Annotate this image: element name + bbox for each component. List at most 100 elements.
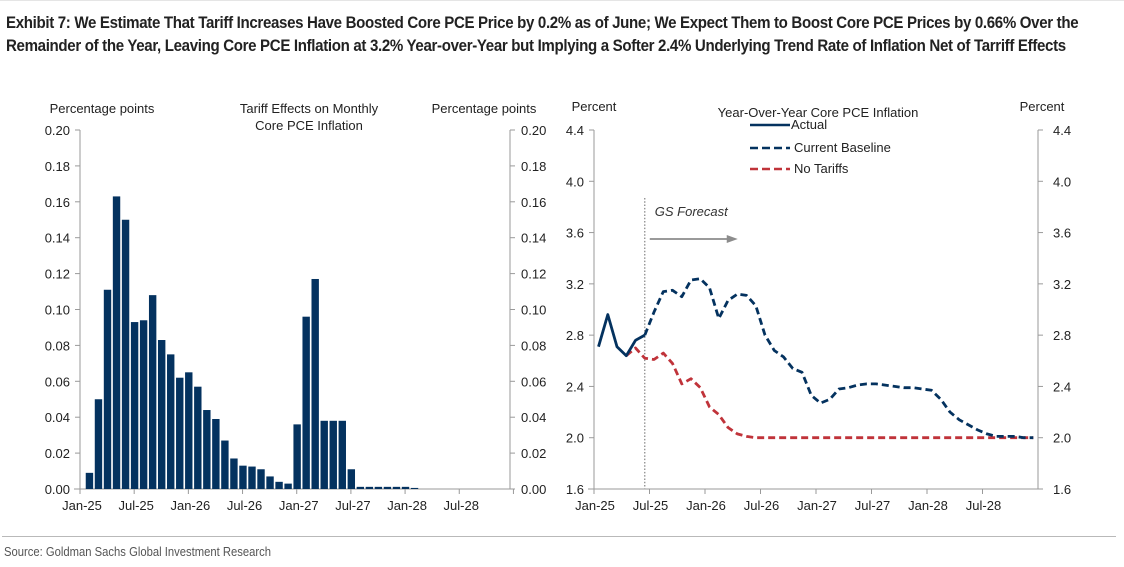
bar-Dec-27 (392, 486, 401, 489)
legend-label-current-baseline: Current Baseline (794, 140, 891, 155)
y-tick-label-left: 0.18 (45, 159, 70, 174)
bar-Oct-27 (374, 486, 383, 489)
x-tick-label: Jan-27 (797, 498, 837, 513)
y-tick-label-left: 0.16 (45, 195, 70, 210)
bar-Jan-27 (293, 424, 301, 489)
bar-Jan-26 (185, 372, 193, 489)
y-tick-label-right: 3.2 (1053, 277, 1071, 292)
bar-Feb-28 (410, 487, 419, 489)
bar-Jun-26 (230, 458, 238, 489)
left-chart-x-axis: Jan-25 Jul-25 Jan-26 Jul-26 Jan-27 Jul-27 Jan-… (62, 488, 514, 513)
bar-Oct-26 (266, 476, 274, 489)
y-tick-label-left: 0.10 (45, 303, 70, 318)
y-tick-label-left: 1.6 (566, 482, 584, 497)
y-tick-label-left: 0.04 (45, 410, 70, 425)
series-line-current-baseline (643, 277, 1034, 440)
bar-Sep-26 (257, 469, 265, 489)
x-tick-label: Jul-27 (335, 498, 370, 513)
y-tick-label-right: 0.04 (521, 410, 546, 425)
y-tick-label-right: 2.0 (1053, 431, 1071, 446)
y-tick-label-left: 0.00 (45, 482, 70, 497)
y-tick-label-left: 2.8 (566, 328, 584, 343)
right-chart-y-axis-right: 1.6 2.0 2.4 2.8 3.2 3.6 4.0 4.4 (1037, 123, 1071, 497)
bar-Jun-25 (121, 219, 130, 489)
y-tick-label-left: 3.6 (566, 226, 584, 241)
exhibit-title: Exhibit 7: We Estimate That Tariff Incre… (6, 14, 1079, 55)
y-tick-label-right: 0.12 (521, 267, 546, 282)
right-chart-right-axis-label: Percent (1020, 99, 1065, 114)
left-chart-y-axis-left: 0.00 0.02 0.04 0.06 0.08 0.10 0.12 0.14 0.16 0.18… (45, 123, 81, 497)
bar-Nov-27 (383, 486, 392, 489)
bar-Jul-27 (347, 469, 356, 489)
y-tick-label-right: 0.18 (521, 159, 546, 174)
series-line-actual (597, 313, 646, 358)
right-chart-series (597, 277, 1034, 440)
bar-May-27 (329, 420, 337, 489)
y-tick-label-right: 2.4 (1053, 379, 1071, 394)
bar-May-26 (221, 440, 229, 489)
y-tick-label-left: 0.12 (45, 267, 70, 282)
bar-Jun-27 (338, 420, 346, 489)
y-tick-label-left: 0.14 (45, 231, 70, 246)
bar-Sep-27 (365, 486, 374, 489)
y-tick-label-right: 0.00 (521, 482, 546, 497)
y-tick-label-left: 2.4 (566, 379, 584, 394)
bar-Dec-25 (176, 377, 184, 489)
bar-Aug-25 (139, 320, 148, 489)
y-tick-label-right: 3.6 (1053, 226, 1071, 241)
y-tick-label-left: 2.0 (566, 431, 584, 446)
forecast-label: GS Forecast (655, 204, 729, 219)
x-tick-label: Jul-25 (633, 498, 668, 513)
y-tick-label-right: 1.6 (1053, 482, 1071, 497)
bar-Nov-26 (275, 481, 283, 489)
y-tick-label-right: 0.16 (521, 195, 546, 210)
source-divider (2, 536, 1116, 537)
left-chart-y-axis-right: 0.00 0.02 0.04 0.06 0.08 0.10 0.12 0.14 0.16 0.18… (509, 123, 546, 497)
x-tick-label: Jul-27 (855, 498, 890, 513)
x-tick-label: Jul-26 (744, 498, 779, 513)
bar-Jan-28 (401, 486, 410, 489)
bar-Aug-27 (356, 486, 365, 489)
bar-Apr-27 (320, 420, 328, 489)
x-tick-label: Jan-28 (387, 498, 427, 513)
left-chart-title-line1: Tariff Effects on Monthly (240, 101, 379, 116)
bar-Sep-25 (148, 295, 157, 489)
forecast-annotation: GS Forecast (644, 197, 738, 489)
y-tick-label-left: 3.2 (566, 277, 584, 292)
top-rule (0, 0, 1124, 1)
y-tick-label-right: 4.0 (1053, 174, 1071, 189)
left-chart-bars (85, 196, 419, 490)
right-chart-y-axis-left: 1.6 2.0 2.4 2.8 3.2 3.6 4.0 4.4 (566, 123, 595, 497)
right-chart-x-axis: Jan-25 Jul-25 Jan-26 Jul-26 Jan-27 Jul-27 Jan-… (575, 488, 1043, 513)
y-tick-label-left: 0.06 (45, 374, 70, 389)
y-tick-label-right: 0.10 (521, 303, 546, 318)
bar-Dec-26 (284, 483, 292, 489)
right-chart-legend: Actual Current Baseline No Tariffs (750, 117, 891, 176)
bar-Feb-25 (85, 472, 94, 489)
left-chart-left-axis-label: Percentage points (50, 101, 155, 116)
x-tick-label: Jan-25 (62, 498, 102, 513)
y-tick-label-right: 0.08 (521, 338, 546, 353)
x-tick-label: Jul-28 (444, 498, 479, 513)
x-tick-label: Jan-25 (575, 498, 615, 513)
tariff-effects-bar-chart: Percentage points Tariff Effects on Mont… (45, 101, 547, 513)
left-chart-right-axis-label: Percentage points (432, 101, 537, 116)
bar-Mar-26 (203, 410, 211, 489)
bar-Mar-25 (94, 399, 103, 489)
yoy-core-pce-line-chart: Percent Year-Over-Year Core PCE Inflatio… (566, 99, 1071, 513)
bar-Oct-25 (157, 340, 166, 489)
bar-Feb-27 (302, 316, 310, 489)
y-tick-label-left: 0.08 (45, 338, 70, 353)
right-chart-left-axis-label: Percent (572, 99, 617, 114)
bar-Jul-26 (239, 465, 247, 489)
y-tick-label-right: 4.4 (1053, 123, 1071, 138)
legend-label-no-tariffs: No Tariffs (794, 161, 849, 176)
right-chart-title: Year-Over-Year Core PCE Inflation (718, 105, 919, 120)
x-tick-label: Jan-28 (908, 498, 948, 513)
left-chart-title-line2: Core PCE Inflation (255, 118, 363, 133)
bar-Apr-26 (212, 418, 220, 489)
x-tick-label: Jan-27 (279, 498, 319, 513)
y-tick-label-left: 4.4 (566, 123, 584, 138)
source-note: Source: Goldman Sachs Global Investment … (4, 545, 272, 559)
